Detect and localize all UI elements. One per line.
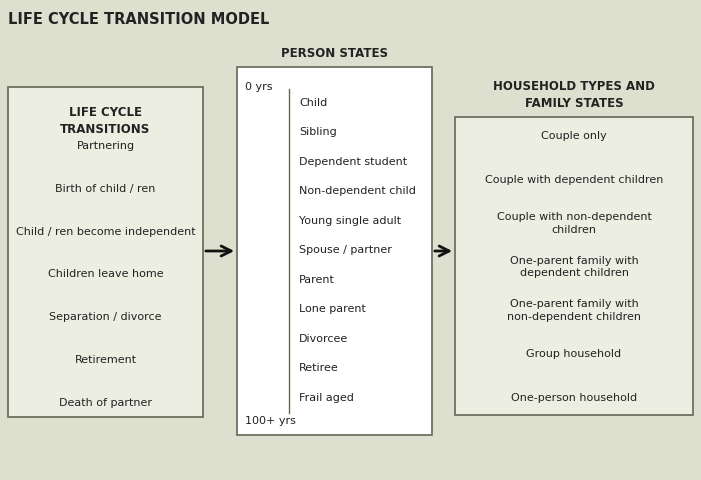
Bar [455, 118, 693, 415]
Text: 0 yrs: 0 yrs [245, 82, 273, 92]
Text: Child / ren become independent: Child / ren become independent [15, 226, 196, 236]
Text: Lone parent: Lone parent [299, 304, 366, 314]
Text: Divorcee: Divorcee [299, 333, 348, 343]
Text: Partnering: Partnering [76, 141, 135, 151]
Text: Retirement: Retirement [74, 354, 137, 364]
Text: One-parent family with
non-dependent children: One-parent family with non-dependent chi… [507, 299, 641, 321]
Text: Frail aged: Frail aged [299, 392, 354, 402]
Text: One-parent family with
dependent children: One-parent family with dependent childre… [510, 255, 639, 277]
Text: Group household: Group household [526, 348, 622, 359]
Bar [8, 88, 203, 417]
Text: Death of partner: Death of partner [59, 397, 152, 407]
Text: 100+ yrs: 100+ yrs [245, 415, 296, 425]
Text: Separation / divorce: Separation / divorce [49, 312, 162, 322]
Text: Birth of child / ren: Birth of child / ren [55, 183, 156, 193]
Text: Children leave home: Children leave home [48, 269, 163, 279]
Text: Couple with non-dependent
children: Couple with non-dependent children [496, 212, 651, 234]
Bar [237, 68, 432, 435]
Text: HOUSEHOLD TYPES AND
FAMILY STATES: HOUSEHOLD TYPES AND FAMILY STATES [493, 80, 655, 110]
Text: Young single adult: Young single adult [299, 216, 401, 226]
Text: Couple with dependent children: Couple with dependent children [485, 174, 663, 184]
Text: Sibling: Sibling [299, 127, 336, 137]
Text: One-person household: One-person household [511, 392, 637, 402]
Text: Retiree: Retiree [299, 363, 339, 373]
Text: Couple only: Couple only [541, 131, 607, 141]
Text: Non-dependent child: Non-dependent child [299, 186, 416, 196]
Text: LIFE CYCLE
TRANSITIONS: LIFE CYCLE TRANSITIONS [60, 106, 151, 136]
Text: Parent: Parent [299, 275, 335, 285]
Text: LIFE CYCLE TRANSITION MODEL: LIFE CYCLE TRANSITION MODEL [8, 12, 269, 27]
Text: Spouse / partner: Spouse / partner [299, 245, 392, 255]
Text: Dependent student: Dependent student [299, 156, 407, 167]
Text: PERSON STATES: PERSON STATES [281, 47, 388, 60]
Text: Child: Child [299, 98, 327, 108]
